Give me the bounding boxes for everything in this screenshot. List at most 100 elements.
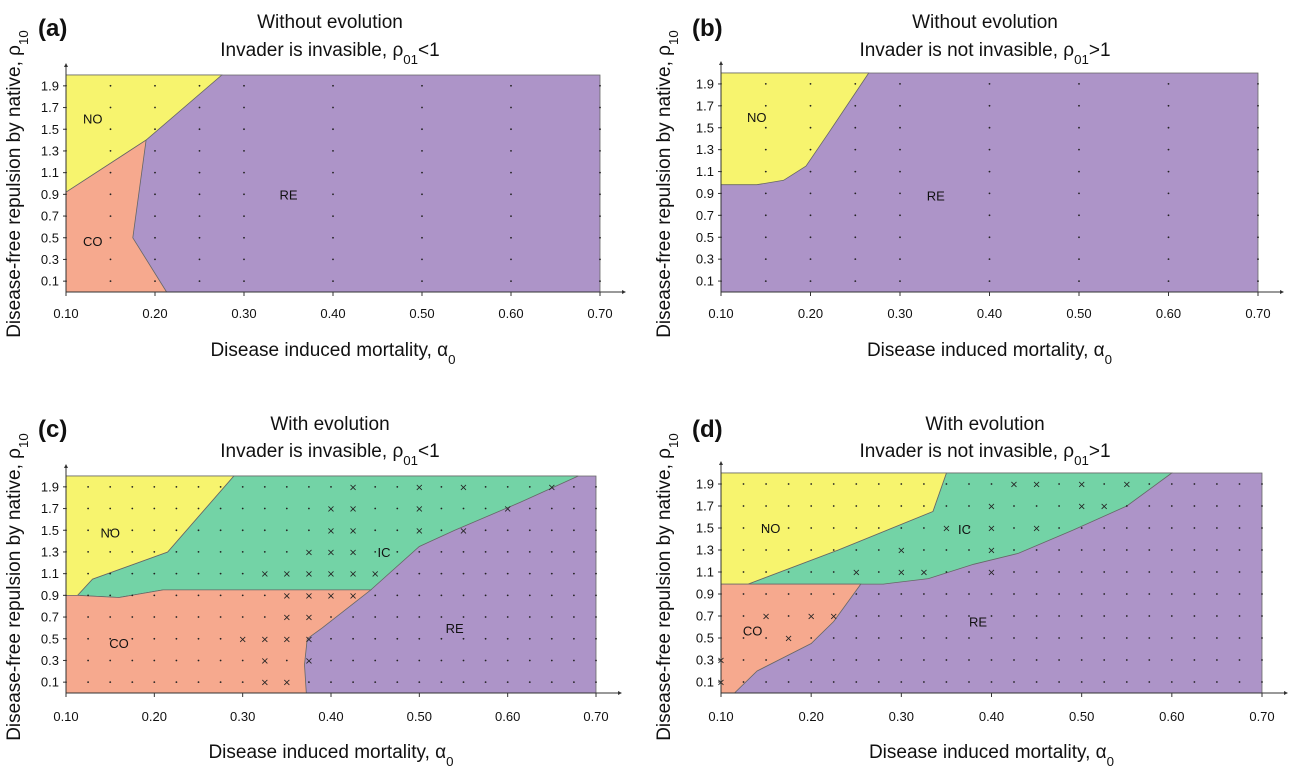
x-tick-label: 0.20 <box>142 709 167 724</box>
sample-dot <box>153 659 156 662</box>
x-marker: × <box>459 482 467 493</box>
sample-dot <box>418 659 421 662</box>
sample-dot <box>810 549 813 551</box>
sample-dot <box>1013 659 1015 661</box>
x-axis-title: Disease induced mortality, α0 <box>210 340 455 367</box>
sample-dot <box>352 637 354 640</box>
sample-dot <box>396 659 399 662</box>
sample-dot <box>764 214 767 217</box>
sample-dot <box>899 192 901 195</box>
sample-dot <box>810 505 813 507</box>
sample-dot <box>109 258 112 261</box>
x-axis-title: Disease induced mortality, α0 <box>867 340 1112 367</box>
sample-dot <box>595 659 597 662</box>
sample-dot <box>153 616 156 618</box>
sample-dot <box>154 215 156 218</box>
sample-dot <box>528 681 531 683</box>
y-tick-label: 0.7 <box>41 610 59 625</box>
sample-dot <box>855 659 858 661</box>
sample-dot <box>154 106 156 109</box>
sample-dot <box>1148 527 1151 529</box>
sample-dot <box>1170 483 1173 485</box>
x-marker: × <box>349 569 357 580</box>
sample-dot <box>374 507 377 510</box>
sample-dot <box>109 150 112 152</box>
sample-dot <box>742 527 745 529</box>
sample-dot <box>109 215 112 218</box>
sample-dot <box>332 84 334 87</box>
sample-dot <box>899 236 901 239</box>
x-marker: × <box>784 634 792 645</box>
sample-dot <box>832 483 835 485</box>
x-tick-label: 0.50 <box>409 306 434 321</box>
sample-dot <box>440 681 443 683</box>
sample-dot <box>968 593 970 595</box>
sample-dot <box>109 128 112 131</box>
sample-dot <box>241 572 244 575</box>
x-marker: × <box>852 568 860 579</box>
sample-dot <box>988 280 991 282</box>
sample-dot <box>421 171 423 174</box>
sample-dot <box>332 280 334 282</box>
sample-dot <box>153 551 156 553</box>
sample-dot <box>396 572 399 575</box>
sample-dot <box>550 681 553 683</box>
sample-dot <box>198 106 201 109</box>
sample-dot <box>945 637 948 639</box>
sample-dot <box>899 148 901 151</box>
sample-dot <box>243 258 245 261</box>
sample-dot <box>1013 637 1015 639</box>
sample-dot <box>197 681 200 683</box>
sample-dot <box>109 193 112 196</box>
x-marker: × <box>1032 480 1040 491</box>
sample-dot <box>765 681 767 683</box>
sample-dot <box>1125 593 1128 595</box>
x-marker: × <box>261 656 269 667</box>
sample-dot <box>87 551 89 553</box>
x-marker: × <box>305 613 313 624</box>
sample-dot <box>396 507 399 510</box>
sample-dot <box>1035 615 1038 617</box>
x-marker: × <box>1078 480 1086 491</box>
sample-dot <box>109 106 112 109</box>
sample-dot <box>243 171 245 174</box>
x-marker: × <box>283 569 291 580</box>
sample-dot <box>87 616 89 618</box>
sample-dot <box>154 258 156 261</box>
sample-dot <box>219 594 222 597</box>
sample-dot <box>764 126 767 129</box>
y-tick-label: 1.1 <box>696 565 714 580</box>
sample-dot <box>765 505 767 507</box>
sample-dot <box>197 529 200 532</box>
y-tick-label: 1.5 <box>41 523 59 538</box>
sample-dot <box>153 486 156 488</box>
sample-dot <box>877 637 880 639</box>
y-tick-label: 1.5 <box>696 120 714 135</box>
sample-dot <box>1238 527 1241 529</box>
sample-dot <box>87 637 89 640</box>
sample-dot <box>595 616 597 618</box>
sample-dot <box>484 507 487 510</box>
sample-dot <box>109 572 112 575</box>
sample-dot <box>396 529 399 532</box>
sample-dot <box>1035 505 1038 507</box>
sample-dot <box>219 507 222 510</box>
sample-dot <box>285 551 288 553</box>
sample-dot <box>923 637 925 639</box>
sample-dot <box>573 551 575 553</box>
x-marker: × <box>830 612 838 623</box>
sample-dot <box>484 637 487 640</box>
sample-dot <box>923 681 925 683</box>
sample-dot <box>175 507 178 510</box>
x-marker: × <box>327 591 335 602</box>
sample-dot <box>332 150 334 152</box>
sample-dot <box>332 171 334 174</box>
sample-dot <box>988 83 991 85</box>
chart-panel-2: 0.10 0.20 0.30 0.40 0.50 0.60 0.70 0.1 0.3 0.5 0.7… <box>654 12 1284 367</box>
sample-dot <box>988 258 991 260</box>
y-tick-label: 1.9 <box>696 76 714 91</box>
sample-dot <box>900 659 903 661</box>
x-marker: × <box>987 568 995 579</box>
sample-dot <box>854 192 857 195</box>
sample-dot <box>332 258 334 261</box>
